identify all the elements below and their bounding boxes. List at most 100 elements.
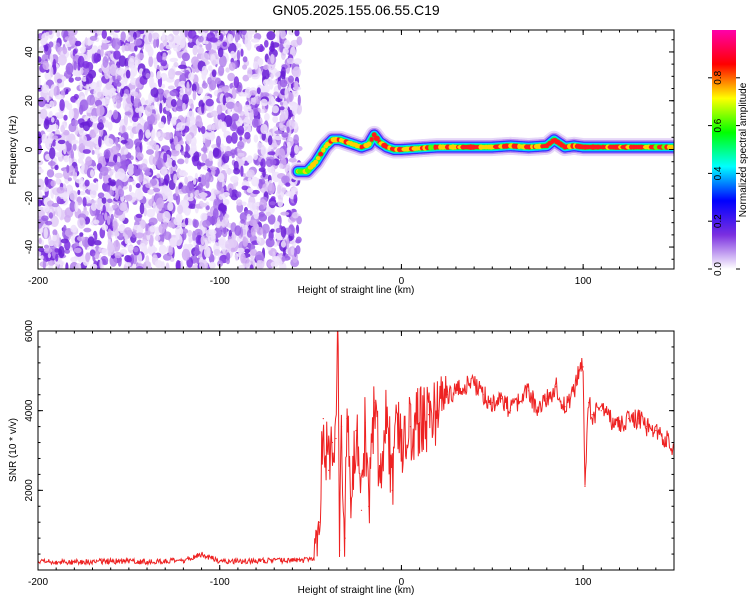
noise-blob: [117, 188, 125, 198]
noise-blob: [114, 193, 119, 201]
noise-blob: [167, 201, 174, 212]
x-tick-label: -200: [28, 276, 48, 287]
noise-blob: [63, 155, 70, 163]
noise-blob: [42, 60, 49, 70]
noise-blob: [110, 145, 120, 155]
noise-blob: [236, 191, 242, 198]
noise-blob: [211, 69, 217, 78]
noise-blob: [215, 223, 221, 229]
noise-blob: [293, 80, 299, 90]
colorbar-tick-label: 0.8: [713, 70, 724, 84]
noise-blob: [135, 213, 143, 219]
noise-blob: [181, 185, 190, 194]
noise-blob: [123, 113, 129, 126]
noise-blob: [200, 191, 206, 200]
noise-blob: [191, 83, 197, 92]
snr-point: [355, 430, 357, 432]
noise-blob: [148, 55, 154, 68]
noise-blob: [135, 232, 144, 239]
noise-blob: [82, 149, 91, 154]
noise-blob: [240, 165, 244, 177]
noise-blob: [283, 39, 291, 50]
noise-blob: [66, 164, 70, 174]
noise-blob: [240, 253, 246, 264]
noise-blob: [190, 142, 197, 154]
noise-blob: [89, 81, 98, 89]
noise-blob: [267, 214, 276, 225]
colorbar-tick-label: 0.4: [713, 166, 724, 180]
noise-blob: [41, 215, 49, 222]
noise-blob: [224, 96, 232, 103]
x-tick-label: -200: [28, 577, 48, 588]
noise-blob: [279, 124, 287, 131]
noise-blob: [135, 107, 140, 113]
noise-blob: [39, 108, 48, 120]
noise-blob: [162, 211, 171, 222]
noise-blob: [52, 58, 57, 71]
noise-blob: [82, 121, 91, 132]
x-tick-label: -100: [210, 577, 230, 588]
noise-blob: [225, 101, 235, 110]
noise-blob: [226, 252, 231, 261]
noise-blob: [114, 30, 120, 33]
noise-blob: [70, 256, 78, 263]
noise-blob: [192, 90, 197, 101]
noise-blob: [270, 228, 275, 233]
noise-blob: [267, 183, 275, 195]
noise-blob: [277, 184, 281, 194]
noise-blob: [164, 173, 170, 185]
noise-blob: [93, 52, 99, 64]
noise-blob: [231, 113, 239, 122]
noise-blob: [89, 115, 98, 123]
noise-blob: [148, 32, 153, 43]
noise-blob: [211, 123, 219, 131]
noise-blob: [265, 211, 272, 217]
noise-blob: [173, 135, 179, 146]
noise-blob: [136, 152, 144, 161]
noise-blob: [187, 110, 195, 118]
noise-blob: [100, 47, 104, 57]
noise-blob: [57, 139, 66, 145]
noise-blob: [42, 260, 46, 269]
noise-blob: [52, 234, 57, 242]
noise-blob: [94, 99, 103, 107]
noise-blob: [217, 161, 222, 167]
noise-blob: [133, 38, 142, 46]
noise-blob: [95, 181, 99, 192]
noise-blob: [65, 62, 74, 75]
noise-blob: [249, 90, 258, 96]
noise-blob: [222, 192, 230, 197]
noise-blob: [184, 157, 189, 165]
noise-blob: [197, 36, 204, 43]
noise-blob: [117, 69, 123, 75]
noise-blob: [60, 124, 66, 133]
noise-blob: [105, 82, 112, 90]
noise-blob: [87, 199, 97, 204]
noise-blob: [174, 71, 183, 76]
noise-blob: [124, 195, 130, 200]
noise-blob: [148, 246, 158, 253]
noise-blob: [74, 76, 82, 82]
noise-blob: [103, 149, 111, 159]
noise-blob: [59, 99, 65, 111]
noise-blob: [133, 31, 137, 40]
noise-blob: [264, 40, 269, 48]
noise-blob: [155, 36, 160, 48]
noise-blob: [79, 83, 83, 91]
noise-blob: [200, 174, 207, 187]
snr-point: [373, 402, 375, 404]
noise-blob: [167, 85, 175, 90]
spectrogram-plot-area: [38, 30, 674, 269]
noise-blob: [160, 72, 168, 82]
noise-blob: [285, 190, 292, 197]
noise-blob: [205, 98, 214, 107]
noise-blob: [109, 255, 118, 267]
noise-blob: [227, 34, 234, 44]
noise-blob: [231, 87, 237, 100]
noise-blob: [230, 175, 239, 183]
noise-blob: [241, 185, 249, 191]
noise-blob: [140, 97, 146, 107]
noise-blob: [209, 216, 218, 225]
noise-blob: [108, 177, 112, 183]
noise-blob: [285, 182, 291, 187]
